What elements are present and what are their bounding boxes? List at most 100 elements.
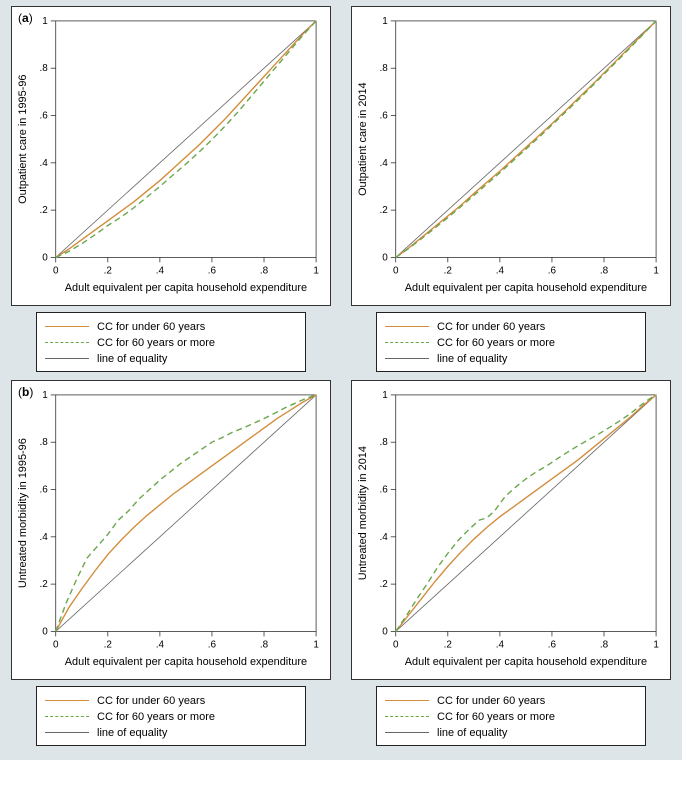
svg-text:.4: .4: [496, 265, 505, 276]
svg-text:.4: .4: [156, 265, 165, 276]
svg-text:.6: .6: [39, 485, 48, 496]
svg-text:.2: .2: [39, 579, 48, 590]
svg-text:.8: .8: [260, 639, 269, 650]
svg-text:.4: .4: [156, 639, 165, 650]
svg-text:.4: .4: [39, 532, 48, 543]
svg-text:.2: .2: [104, 265, 113, 276]
svg-text:0: 0: [42, 252, 48, 263]
legend-equality: line of equality: [45, 351, 297, 367]
legend-label: CC for 60 years or more: [97, 337, 215, 349]
legend-under60: CC for under 60 years: [45, 693, 297, 709]
svg-text:.8: .8: [379, 63, 388, 74]
legend-swatch: [385, 320, 429, 334]
svg-text:0: 0: [393, 265, 399, 276]
legend-label: line of equality: [97, 727, 167, 739]
legend-equality: line of equality: [385, 725, 637, 741]
svg-text:.2: .2: [39, 205, 48, 216]
svg-text:.4: .4: [379, 158, 388, 169]
legend-label: line of equality: [97, 353, 167, 365]
svg-text:.2: .2: [379, 205, 388, 216]
panel-a-right-wrap: 0.2.4.6.810.2.4.6.81Adult equivalent per…: [346, 6, 676, 380]
legend-swatch: [385, 710, 429, 724]
svg-text:.2: .2: [444, 639, 453, 650]
chart-b-left: 0 .2 .4 .6 .8 1 0 .2 .4 .6 .8 1 Adult equivalent per…: [12, 381, 330, 679]
legend-under60: CC for under 60 years: [45, 319, 297, 335]
svg-text:0: 0: [393, 639, 399, 650]
panel-b-right-wrap: 0.2.4.6.810.2.4.6.81Adult equivalent per…: [346, 380, 676, 754]
legend-over60: CC for 60 years or more: [45, 709, 297, 725]
legend-swatch: [45, 352, 89, 366]
chart-a-left: 0 .2 .4 .6 .8 1 0 .2 .4 .6 .8 1 Adult equivalent per…: [12, 7, 330, 305]
svg-text:Adult equivalent per capita ho: Adult equivalent per capita household ex…: [405, 282, 647, 294]
svg-text:1: 1: [42, 16, 48, 27]
legend-swatch: [45, 710, 89, 724]
svg-text:.8: .8: [260, 265, 269, 276]
svg-text:.6: .6: [208, 639, 217, 650]
panel-b-left-wrap: (b) 0 .2 .4 .6 .8 1 0 .2 .4 .6 .8 1 Adult equivalent…: [6, 380, 336, 754]
svg-text:Untreated morbidity in 1995-96: Untreated morbidity in 1995-96: [17, 438, 29, 588]
row-b: (b) 0 .2 .4 .6 .8 1 0 .2 .4 .6 .8 1 Adult equivalent…: [6, 380, 676, 754]
legend-a-right: CC for under 60 yearsCC for 60 years or …: [376, 312, 646, 372]
svg-text:0: 0: [53, 265, 59, 276]
chart-a-right: 0.2.4.6.810.2.4.6.81Adult equivalent per…: [352, 7, 670, 305]
legend-swatch: [385, 726, 429, 740]
legend-label: CC for under 60 years: [437, 695, 545, 707]
legend-swatch: [385, 352, 429, 366]
panel-a-left: (a) 0 .2 .4 .6 .8 1 0 .2 .4 .6 .8 1 Adult equivalent…: [11, 6, 331, 306]
svg-text:.2: .2: [104, 639, 113, 650]
legend-over60: CC for 60 years or more: [385, 709, 637, 725]
svg-text:0: 0: [42, 627, 48, 638]
panel-label-a: (a): [18, 11, 33, 25]
legend-a-left: CC for under 60 years CC for 60 years or …: [36, 312, 306, 372]
panel-b-left: (b) 0 .2 .4 .6 .8 1 0 .2 .4 .6 .8 1 Adult equivalent…: [11, 380, 331, 680]
row-a: (a) 0 .2 .4 .6 .8 1 0 .2 .4 .6 .8 1 Adult equivalent…: [6, 6, 676, 380]
svg-text:Adult equivalent per capita ho: Adult equivalent per capita household ex…: [65, 656, 307, 668]
svg-text:1: 1: [313, 265, 319, 276]
svg-text:Outpatient care in 1995-96: Outpatient care in 1995-96: [17, 74, 29, 203]
legend-under60: CC for under 60 years: [385, 319, 637, 335]
svg-text:.6: .6: [379, 485, 388, 496]
legend-equality: line of equality: [385, 351, 637, 367]
chart-b-right: 0.2.4.6.810.2.4.6.81Adult equivalent per…: [352, 381, 670, 679]
svg-text:.4: .4: [496, 639, 505, 650]
svg-text:.8: .8: [379, 437, 388, 448]
svg-text:0: 0: [382, 252, 388, 263]
svg-text:.4: .4: [379, 532, 388, 543]
legend-label: CC for 60 years or more: [97, 711, 215, 723]
legend-b-right: CC for under 60 years CC for 60 years or …: [376, 686, 646, 746]
svg-text:1: 1: [653, 265, 659, 276]
legend-over60: CC for 60 years or more: [385, 335, 637, 351]
svg-text:1: 1: [313, 639, 319, 650]
svg-text:Untreated morbidity in 2014: Untreated morbidity in 2014: [357, 446, 369, 580]
legend-swatch: [45, 726, 89, 740]
svg-text:Adult equivalent per capita ho: Adult equivalent per capita household ex…: [65, 282, 307, 294]
legend-b-left: CC for under 60 years CC for 60 years or …: [36, 686, 306, 746]
svg-text:.8: .8: [600, 265, 609, 276]
svg-text:.2: .2: [379, 579, 388, 590]
svg-text:1: 1: [42, 390, 48, 401]
legend-label: line of equality: [437, 727, 507, 739]
svg-text:0: 0: [382, 627, 388, 638]
legend-label: line of equality: [437, 353, 507, 365]
legend-under60: CC for under 60 years: [385, 693, 637, 709]
svg-text:.8: .8: [39, 63, 48, 74]
svg-text:.4: .4: [39, 158, 48, 169]
panel-a-left-wrap: (a) 0 .2 .4 .6 .8 1 0 .2 .4 .6 .8 1 Adult equivalent…: [6, 6, 336, 380]
svg-text:.6: .6: [208, 265, 217, 276]
figure-container: (a) 0 .2 .4 .6 .8 1 0 .2 .4 .6 .8 1 Adult equivalent…: [0, 0, 682, 760]
svg-text:0: 0: [53, 639, 59, 650]
legend-over60: CC for 60 years or more: [45, 335, 297, 351]
svg-text:.6: .6: [39, 110, 48, 121]
svg-text:.8: .8: [39, 437, 48, 448]
legend-swatch: [385, 336, 429, 350]
svg-text:1: 1: [653, 639, 659, 650]
panel-label-b: (b): [18, 385, 33, 399]
svg-text:.6: .6: [548, 639, 557, 650]
svg-text:.6: .6: [379, 110, 388, 121]
svg-text:.2: .2: [444, 265, 453, 276]
svg-text:1: 1: [382, 16, 388, 27]
svg-text:.8: .8: [600, 639, 609, 650]
svg-text:Outpatient care in 2014: Outpatient care in 2014: [357, 82, 369, 196]
legend-swatch: [45, 694, 89, 708]
panel-b-right: 0.2.4.6.810.2.4.6.81Adult equivalent per…: [351, 380, 671, 680]
